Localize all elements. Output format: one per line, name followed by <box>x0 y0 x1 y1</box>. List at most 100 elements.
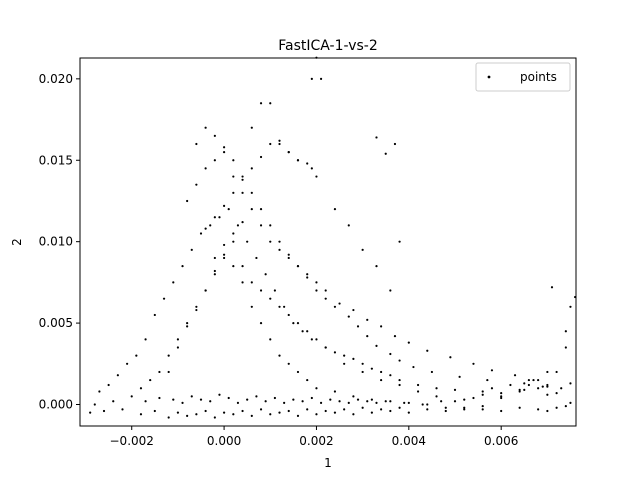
x-tick-label: 0.002 <box>299 434 333 448</box>
data-point <box>278 354 281 357</box>
data-point <box>209 400 212 403</box>
data-point <box>241 178 244 181</box>
data-point <box>269 240 272 243</box>
data-point <box>416 390 420 393</box>
data-point <box>250 305 253 308</box>
data-point <box>250 281 253 284</box>
data-point <box>172 398 175 401</box>
data-point <box>176 346 180 349</box>
data-point <box>569 382 572 385</box>
data-point <box>550 286 554 289</box>
data-point <box>232 191 235 194</box>
data-point <box>375 136 378 139</box>
data-point <box>232 232 235 235</box>
data-point <box>449 356 452 359</box>
legend-marker-points <box>487 75 491 79</box>
data-point <box>306 162 309 165</box>
data-point <box>250 126 253 129</box>
data-point <box>172 281 175 284</box>
data-point <box>195 305 198 308</box>
x-axis: −0.002 0.000 0.002 0.004 0.006 <box>110 426 518 448</box>
data-point <box>458 375 461 378</box>
data-point <box>241 281 244 284</box>
data-point <box>398 378 401 382</box>
data-point <box>287 256 290 260</box>
data-point <box>380 370 383 374</box>
data-point <box>310 77 313 80</box>
data-point <box>278 240 281 243</box>
data-point <box>537 378 540 382</box>
data-point <box>269 142 272 146</box>
data-point <box>569 401 572 404</box>
data-point <box>135 354 138 357</box>
data-point <box>347 224 350 227</box>
data-point <box>283 305 286 308</box>
data-point <box>370 398 373 401</box>
data-point <box>139 387 143 390</box>
data-point <box>430 370 434 374</box>
data-point <box>343 408 346 411</box>
data-point <box>472 396 475 400</box>
data-point <box>352 395 355 398</box>
data-point <box>269 338 272 341</box>
data-point <box>546 409 549 413</box>
data-point <box>315 175 318 178</box>
data-point <box>296 159 300 162</box>
data-point <box>306 330 309 333</box>
data-point <box>283 401 286 404</box>
data-point <box>227 208 230 211</box>
plot-area-frame <box>79 57 577 427</box>
data-point <box>287 362 290 365</box>
data-point <box>176 411 180 414</box>
data-point <box>186 325 189 328</box>
data-point <box>301 330 304 333</box>
data-point <box>218 216 221 219</box>
data-point <box>241 175 244 178</box>
data-point <box>481 405 484 408</box>
data-point <box>481 390 484 393</box>
data-point <box>213 273 216 276</box>
data-point <box>241 221 244 224</box>
data-point <box>315 338 318 341</box>
data-point <box>546 393 549 396</box>
data-point <box>116 374 119 377</box>
data-point <box>139 413 143 416</box>
data-point <box>218 393 221 396</box>
data-point <box>564 330 567 333</box>
data-point <box>546 383 549 387</box>
data-point <box>278 305 281 308</box>
y-tick-label: 0.015 <box>39 153 73 167</box>
data-point <box>259 321 263 325</box>
data-point <box>509 383 512 387</box>
data-point <box>463 408 466 411</box>
data-point <box>518 390 521 393</box>
data-point <box>463 398 466 401</box>
data-point <box>426 408 429 411</box>
data-point <box>472 362 475 365</box>
data-point <box>560 387 563 390</box>
data-point <box>366 318 369 321</box>
x-tick-label: 0.006 <box>484 434 518 448</box>
x-tick-label: 0.000 <box>207 434 241 448</box>
data-point <box>102 409 106 413</box>
data-point <box>186 199 189 203</box>
data-point <box>222 204 226 207</box>
data-point <box>398 359 401 362</box>
data-point <box>278 411 281 414</box>
data-point <box>199 398 203 401</box>
data-point <box>333 305 337 308</box>
data-point <box>407 401 410 404</box>
data-point <box>389 374 392 377</box>
data-point <box>361 362 364 365</box>
data-point <box>500 396 503 400</box>
y-axis: 0.000 0.005 0.010 0.015 0.020 <box>39 72 80 412</box>
data-point <box>384 400 387 403</box>
data-point <box>306 273 309 276</box>
data-point <box>444 409 447 413</box>
data-point <box>435 395 438 398</box>
data-point <box>343 362 346 365</box>
x-axis-label: 1 <box>324 456 332 470</box>
data-point <box>158 396 161 400</box>
data-point <box>112 400 115 403</box>
data-point <box>176 338 180 341</box>
